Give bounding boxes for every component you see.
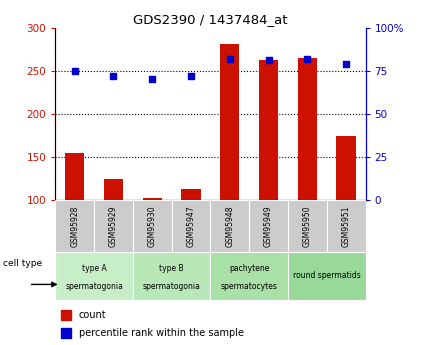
Bar (249, 200, 288, 252)
Text: count: count (79, 310, 106, 320)
Bar (172, 200, 210, 252)
Point (149, 77, 156, 82)
Bar (60, 328, 71, 338)
Bar (327, 200, 366, 252)
Text: GSM95948: GSM95948 (225, 205, 234, 247)
Text: type A: type A (82, 264, 106, 273)
Bar (288, 200, 327, 252)
Bar (220, 44, 239, 200)
Point (304, 56, 311, 61)
Text: percentile rank within the sample: percentile rank within the sample (79, 328, 244, 338)
Text: GSM95950: GSM95950 (303, 205, 312, 247)
Text: GSM95949: GSM95949 (264, 205, 273, 247)
Point (71, 68, 78, 73)
Text: cell type: cell type (3, 259, 42, 268)
Text: type B: type B (159, 264, 184, 273)
Bar (60, 310, 71, 320)
Bar (298, 58, 317, 200)
Point (110, 73, 117, 79)
Text: spermatocytes: spermatocytes (221, 282, 278, 291)
Point (187, 73, 194, 79)
Bar (337, 136, 356, 200)
Bar (55, 200, 94, 252)
Text: spermatogonia: spermatogonia (143, 282, 201, 291)
Point (227, 56, 233, 61)
Bar (133, 200, 172, 252)
Bar (94, 200, 133, 252)
Text: GSM95951: GSM95951 (342, 205, 351, 247)
Bar (210, 252, 288, 300)
Bar (65, 152, 84, 200)
Bar (133, 252, 210, 300)
Bar (210, 200, 249, 252)
Bar (104, 179, 123, 200)
Text: GSM95928: GSM95928 (70, 205, 79, 247)
Point (265, 58, 272, 63)
Text: pachytene: pachytene (229, 264, 269, 273)
Text: GSM95947: GSM95947 (187, 205, 196, 247)
Text: GSM95929: GSM95929 (109, 205, 118, 247)
Bar (142, 197, 162, 200)
Bar (288, 252, 366, 300)
Point (343, 61, 349, 67)
Bar (259, 60, 278, 200)
Title: GDS2390 / 1437484_at: GDS2390 / 1437484_at (133, 13, 288, 27)
Bar (181, 189, 201, 200)
Bar (55, 252, 133, 300)
Text: spermatogonia: spermatogonia (65, 282, 123, 291)
Text: round spermatids: round spermatids (293, 272, 360, 280)
Text: GSM95930: GSM95930 (148, 205, 157, 247)
